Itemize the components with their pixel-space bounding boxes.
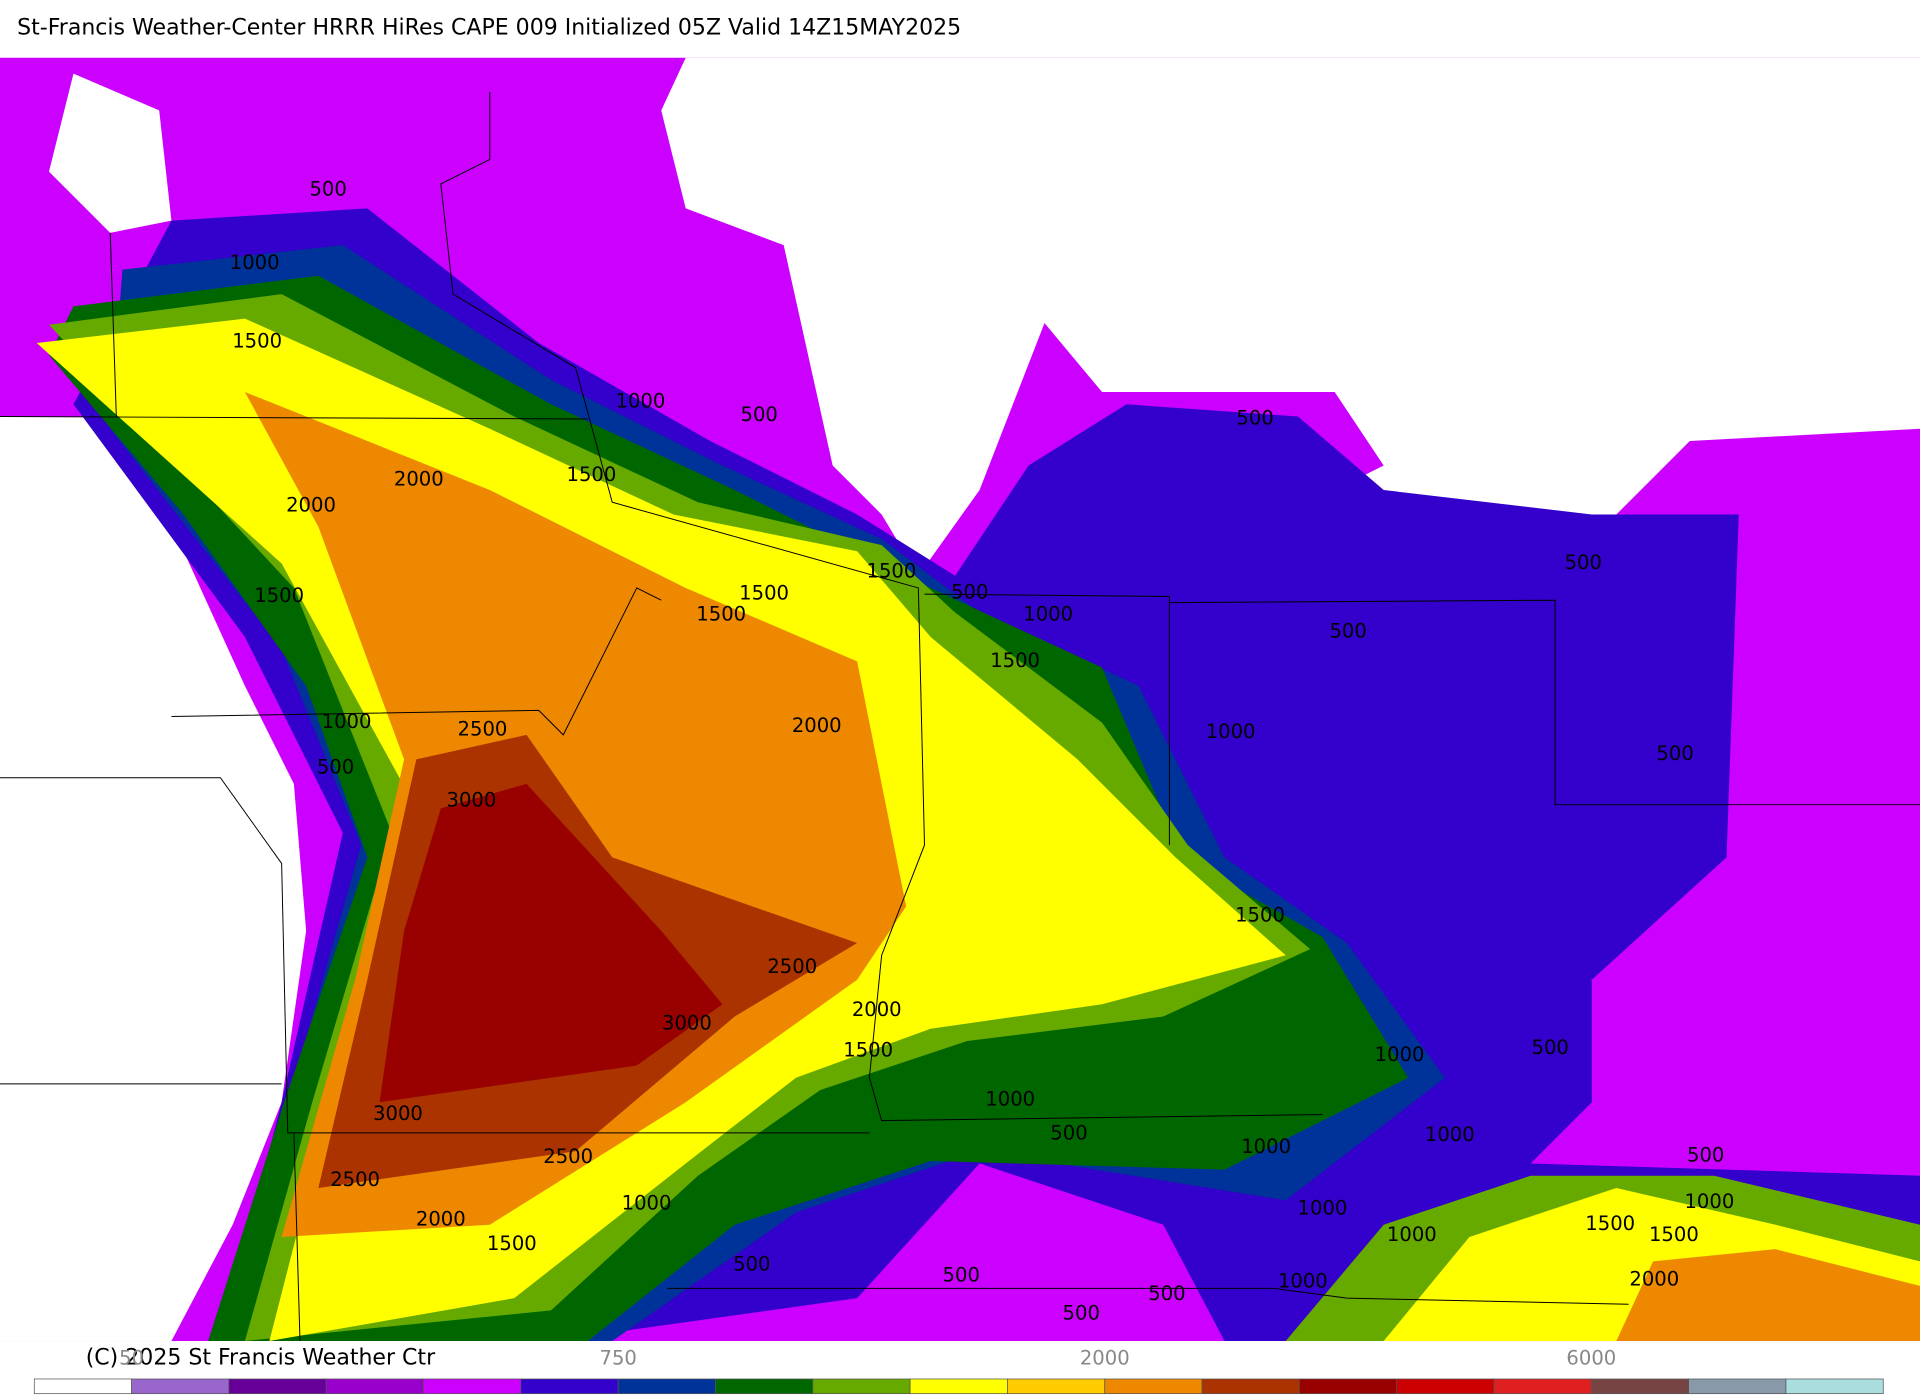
- colorbar-label: 750: [599, 1346, 636, 1369]
- contour-label: 500: [943, 1264, 980, 1287]
- colorbar-swatch: [1688, 1378, 1787, 1395]
- colorbar-swatch: [909, 1378, 1008, 1395]
- colorbar-swatch: [1007, 1378, 1106, 1395]
- contour-label: 1000: [230, 251, 280, 274]
- contour-label: 3000: [662, 1011, 712, 1034]
- contour-label: 2000: [394, 468, 444, 491]
- contour-label: 500: [1565, 551, 1602, 574]
- colorbar-swatch: [33, 1378, 132, 1395]
- colorbar-swatch: [1104, 1378, 1203, 1395]
- colorbar-swatch: [228, 1378, 327, 1395]
- contour-label: 500: [733, 1253, 770, 1276]
- contour-label: 500: [1656, 742, 1693, 765]
- contour-label: 1500: [232, 329, 282, 352]
- no-cape-west: [0, 416, 307, 1342]
- contour-label: 1500: [254, 584, 304, 607]
- contour-label: 2000: [792, 714, 842, 737]
- colorbar-swatch: [131, 1378, 230, 1395]
- contour-label: 1000: [1684, 1190, 1734, 1213]
- contour-label: 500: [1148, 1282, 1185, 1305]
- colorbar-swatch: [1299, 1378, 1398, 1395]
- contour-label: 500: [1063, 1302, 1100, 1325]
- contour-label: 1500: [990, 649, 1040, 672]
- contour-label: 1500: [696, 602, 746, 625]
- colorbar-label: 6000: [1566, 1346, 1616, 1369]
- contour-label: 1000: [622, 1191, 672, 1214]
- contour-label: 1000: [1298, 1196, 1348, 1219]
- contour-label: 2000: [286, 493, 336, 516]
- contour-label: 1500: [739, 582, 789, 605]
- contour-label: 1000: [1425, 1123, 1475, 1146]
- contour-label: 1000: [1023, 602, 1073, 625]
- credit: (C) 2025 St Francis Weather Ctr: [86, 1345, 436, 1370]
- contour-label: 1500: [567, 463, 617, 486]
- contour-label: 1500: [487, 1232, 537, 1255]
- map: [0, 57, 1920, 1342]
- contour-label: 2500: [330, 1168, 380, 1191]
- contour-label: 500: [951, 580, 988, 603]
- colorbar-swatch: [520, 1378, 619, 1395]
- contour-label: 1500: [1235, 904, 1285, 927]
- contour-labels: 500 1000 1500 1000 500 2000 1500 2000 1500 500 150…: [230, 177, 1735, 1324]
- contour-label: 500: [1329, 620, 1366, 643]
- contour-label: 1500: [867, 560, 917, 583]
- contour-label: 2500: [543, 1145, 593, 1168]
- map-title: St-Francis Weather-Center HRRR HiRes CAP…: [17, 15, 961, 40]
- contour-label: 2500: [458, 717, 508, 740]
- contour-label: 1500: [1649, 1223, 1699, 1246]
- colorbar-swatch: [325, 1378, 424, 1395]
- contour-label: 500: [1687, 1144, 1724, 1167]
- colorbar-swatch: [617, 1378, 716, 1395]
- colorbar-swatch: [812, 1378, 911, 1395]
- contour-label: 2000: [852, 998, 902, 1021]
- contour-label: 2000: [416, 1207, 466, 1230]
- contour-label: 1000: [1387, 1223, 1437, 1246]
- contour-label: 1500: [843, 1038, 893, 1061]
- colorbar: 50 750 2000 6000: [33, 1346, 1884, 1395]
- no-cape-north: [661, 57, 1920, 613]
- contour-label: 1000: [1375, 1043, 1425, 1066]
- colorbar-label: 50: [119, 1346, 144, 1369]
- contour-label: 500: [309, 177, 346, 200]
- cape-se-2500: [1616, 1249, 1920, 1342]
- colorbar-swatch: [715, 1378, 814, 1395]
- contour-label: 1000: [1241, 1135, 1291, 1158]
- cape-3500: [379, 783, 723, 1103]
- contour-label: 2000: [1629, 1267, 1679, 1290]
- contour-label: 1000: [985, 1087, 1035, 1110]
- state-borders: [0, 92, 1920, 1342]
- contour-label: 3000: [373, 1102, 423, 1125]
- contour-label: 3000: [447, 789, 497, 812]
- contour-label: 500: [1050, 1122, 1087, 1145]
- no-cape-nw: [48, 73, 172, 233]
- contour-label: 500: [1532, 1036, 1569, 1059]
- colorbar-swatch: [1785, 1378, 1884, 1395]
- contour-label: 1000: [1206, 720, 1256, 743]
- colorbar-swatch: [1590, 1378, 1690, 1395]
- colorbar-swatch: [1396, 1378, 1495, 1395]
- colorbar-swatch: [1201, 1378, 1300, 1395]
- contour-label: 1000: [615, 389, 665, 412]
- contour-label: 500: [317, 755, 354, 778]
- contour-label: 1000: [322, 710, 372, 733]
- contour-label: 2500: [767, 955, 817, 978]
- colorbar-swatch: [423, 1378, 522, 1395]
- contour-label: 1500: [1585, 1212, 1635, 1235]
- contour-label: 1000: [1278, 1270, 1328, 1293]
- contour-label: 500: [1236, 406, 1273, 429]
- colorbar-label: 2000: [1080, 1346, 1130, 1369]
- colorbar-swatch: [1493, 1378, 1592, 1395]
- contour-label: 500: [740, 403, 777, 426]
